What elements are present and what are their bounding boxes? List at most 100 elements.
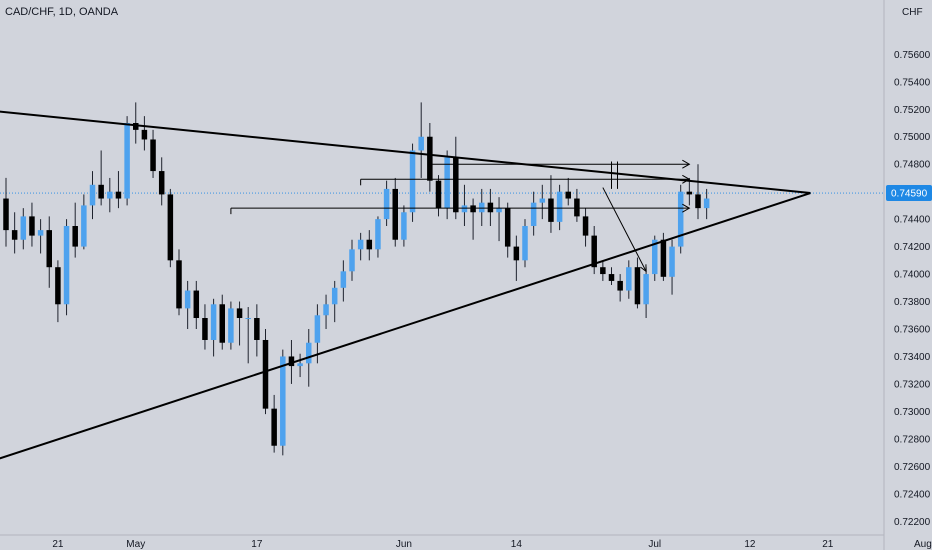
candle-body [331,287,338,305]
candle-body [98,184,104,199]
candle-body [89,184,96,206]
candle-body [262,339,269,409]
candle-body [383,188,390,220]
y-tick-label: 0.72400 [894,489,931,500]
candle-body [37,230,44,236]
candle-body [600,267,606,275]
projection-arrow [602,187,647,272]
candle-body [591,235,597,268]
candle-body [46,230,52,268]
candle-body [703,198,710,209]
y-tick-label: 0.75400 [894,77,931,88]
candle-body [150,139,156,172]
x-tick-label: 14 [511,539,523,550]
lower-trendline [0,192,811,460]
y-tick-label: 0.73200 [894,379,931,390]
y-tick-label: 0.72800 [894,434,931,445]
candle-body [236,308,243,319]
y-tick-label: 0.74800 [894,160,931,171]
candle-body [141,129,148,140]
candle-body [306,342,312,364]
currency-label: CHF [902,7,923,18]
candle-body [158,171,165,195]
candle-body [461,205,468,213]
x-tick-label: Jul [648,539,661,550]
candle-body [323,304,329,316]
candle-body [660,239,667,277]
y-tick-label: 0.74200 [894,242,931,253]
candle-body [81,205,87,247]
candle-body [288,356,295,367]
candle-body [453,157,459,213]
x-tick-label: May [126,539,145,550]
y-tick-label: 0.73800 [894,297,931,308]
candle-body [107,191,113,199]
candle-body [530,202,537,226]
candle-body [72,226,78,247]
y-tick-label: 0.74400 [894,215,931,226]
y-tick-label: 0.72600 [894,462,931,473]
x-tick-label: 21 [822,539,834,550]
candle-body [548,198,554,222]
candle-body [55,267,61,305]
candle-body [228,308,234,343]
projection-arrowhead [640,264,647,273]
last-price-label: 0.74590 [891,189,928,200]
candle-body [496,208,502,213]
candle-body [3,198,9,231]
candle-body [271,408,277,446]
candle-body [375,219,381,250]
candle-body [522,226,528,261]
candle-body [626,267,632,291]
candle-body [608,274,615,281]
candle-body [435,180,442,209]
candle-body [634,267,641,305]
y-tick-label: 0.74000 [894,270,931,281]
x-tick-label: Aug [914,539,932,550]
candle-body [652,239,658,275]
candle-body [176,260,182,309]
candle-body [643,274,649,305]
candle-body [184,290,191,309]
x-tick-label: Jun [396,539,412,550]
candle-body [245,318,251,320]
candle-body [20,216,27,240]
candle-body [504,208,511,247]
x-tick-label: 17 [251,539,263,550]
y-tick-label: 0.73600 [894,325,931,336]
candle-body [582,216,589,236]
candle-body [340,271,347,288]
candle-body [565,191,571,199]
candle-body [392,188,398,240]
ray-arrowhead [682,159,691,169]
candle-body [686,191,693,195]
candle-body [29,216,35,236]
candle-body [513,246,520,261]
candle-body [574,198,580,217]
candle-body [115,191,122,199]
candle-body [669,246,675,277]
candle-body [254,318,260,340]
last-price-tag [886,185,932,202]
y-tick-label: 0.72200 [894,517,931,528]
candle-body [487,202,494,213]
candle-body [314,315,321,343]
candle-body [617,280,623,291]
candle-body [409,150,416,213]
candle-body [418,136,424,151]
candle-body [193,290,200,319]
candle-body [677,191,684,247]
y-tick-label: 0.73400 [894,352,931,363]
ray-arrowhead [682,174,691,184]
candle-body [202,318,208,340]
candle-body [297,363,303,367]
candle-body [470,205,476,213]
y-tick-label: 0.75600 [894,50,931,61]
candle-body [210,304,217,340]
candle-body [63,226,70,305]
candle-body [219,304,225,343]
candle-body [124,123,130,199]
chart-title: CAD/CHF, 1D, OANDA [5,6,119,18]
